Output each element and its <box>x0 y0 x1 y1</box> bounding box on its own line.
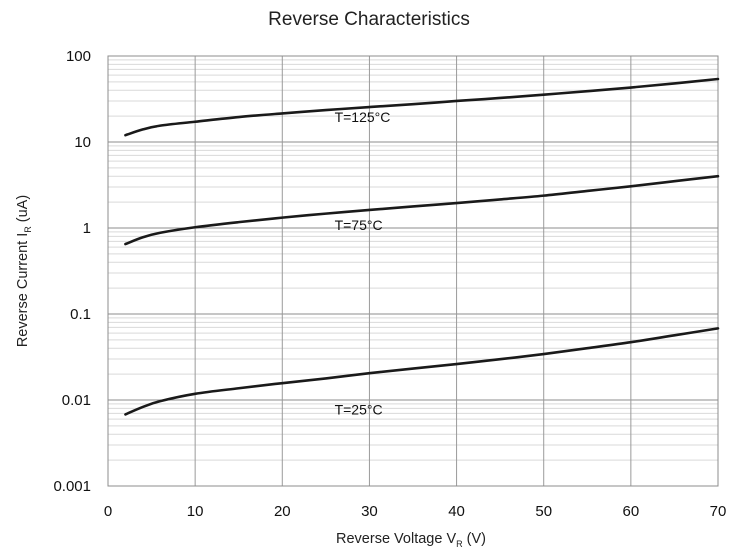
y-axis-title-suffix: (uA) <box>15 195 31 226</box>
y-axis-title: Reverse Current IR (uA) <box>15 195 33 347</box>
grid-layer <box>107 55 719 487</box>
x-tick-label: 40 <box>448 503 465 520</box>
x-tick-label: 10 <box>187 503 204 520</box>
y-tick-label: 1 <box>83 220 91 237</box>
y-axis-title-main: Reverse Current I <box>15 233 31 347</box>
x-axis-title-subscript: R <box>456 539 463 549</box>
plot-frame <box>107 55 719 487</box>
y-axis-title-subscript: R <box>23 226 33 233</box>
x-tick-label: 30 <box>361 503 378 520</box>
tick-layer: 0 10 20 30 40 50 60 70 0.001 0.01 0.1 1 10 100 <box>53 48 726 520</box>
y-tick-label: 0.001 <box>53 478 91 495</box>
y-tick-label: 0.01 <box>62 392 91 409</box>
x-tick-label: 70 <box>710 503 727 520</box>
series-line-2 <box>124 327 720 416</box>
y-tick-label: 100 <box>66 48 91 65</box>
x-axis-title-main: Reverse Voltage V <box>336 531 456 547</box>
label-layer: T=125°C T=75°C T=25°C <box>335 109 391 417</box>
x-tick-label: 50 <box>535 503 552 520</box>
series-line-0 <box>124 77 720 137</box>
series-line-1 <box>124 174 720 246</box>
y-tick-label: 0.1 <box>70 306 91 323</box>
series-layer <box>124 77 720 416</box>
x-tick-label: 60 <box>623 503 640 520</box>
series-label-0: T=125°C <box>335 109 391 125</box>
chart-title: Reverse Characteristics <box>268 9 470 30</box>
y-tick-label: 10 <box>74 134 91 151</box>
x-axis-title-suffix: (V) <box>463 531 486 547</box>
series-label-2: T=25°C <box>335 401 383 417</box>
series-label-1: T=75°C <box>335 217 383 233</box>
x-tick-label: 20 <box>274 503 291 520</box>
x-axis-title: Reverse Voltage VR (V) <box>336 531 486 549</box>
x-tick-label: 0 <box>104 503 112 520</box>
